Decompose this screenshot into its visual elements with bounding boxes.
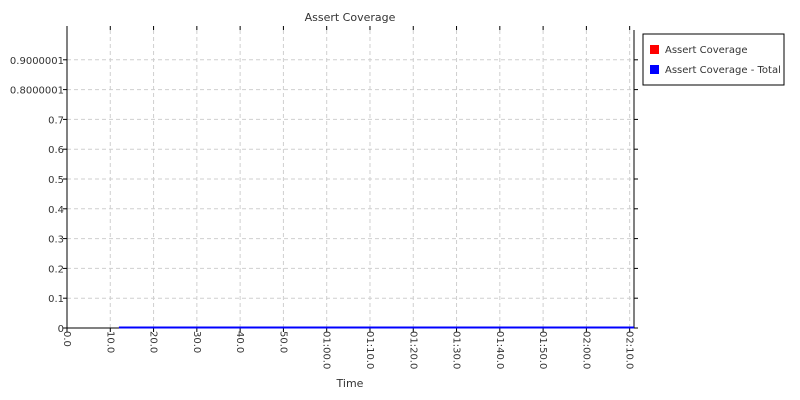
x-tick-labels: 0.0 10.0 20.0 30.0 40.0 50.0 01:00.0 01:10.0 01:… <box>61 331 635 369</box>
x-tick-label: 01:00.0 <box>321 331 332 369</box>
x-tick-label: 02:10.0 <box>624 331 635 369</box>
legend-box <box>642 33 785 86</box>
y-tick-label: 0 <box>58 324 64 335</box>
legend: Assert Coverage Assert Coverage - Total <box>642 33 785 86</box>
x-tick-label: 40.0 <box>234 331 245 353</box>
y-tick-label: 0.9000001 <box>10 56 64 67</box>
legend-swatch <box>650 65 659 74</box>
x-tick-label: 50.0 <box>277 331 288 353</box>
x-tick-label: 01:50.0 <box>537 331 548 369</box>
x-axis-title: Time <box>336 377 364 390</box>
y-tick-label: 0.1 <box>48 294 64 305</box>
grid <box>67 30 634 328</box>
y-tick-label: 0.4 <box>48 205 64 216</box>
x-tick-label: 0.0 <box>61 331 72 347</box>
y-tick-label: 0.8000001 <box>10 86 64 97</box>
y-tick-label: 0.7 <box>48 115 64 126</box>
y-tick-label: 0.3 <box>48 235 64 246</box>
x-tick-label: 01:20.0 <box>407 331 418 369</box>
y-tick-label: 0.6 <box>48 145 64 156</box>
x-tick-label: 01:40.0 <box>494 331 505 369</box>
x-tick-label: 02:00.0 <box>580 331 591 369</box>
chart-title: Assert Coverage <box>305 11 396 24</box>
legend-label: Assert Coverage <box>665 45 748 56</box>
x-tick-label: 01:30.0 <box>451 331 462 369</box>
x-tick-label: 01:10.0 <box>364 331 375 369</box>
legend-swatch <box>650 45 659 54</box>
x-tick-label: 30.0 <box>191 331 202 353</box>
y-tick-label: 0.5 <box>48 175 64 186</box>
y-tick-label: 0.2 <box>48 264 64 275</box>
x-tick-label: 20.0 <box>148 331 159 353</box>
legend-label: Assert Coverage - Total <box>665 65 781 76</box>
y-tick-labels: 0 0.1 0.2 0.3 0.4 0.5 0.6 0.7 0.8000001 0.9000001 <box>10 56 64 335</box>
x-tick-label: 10.0 <box>104 331 115 353</box>
